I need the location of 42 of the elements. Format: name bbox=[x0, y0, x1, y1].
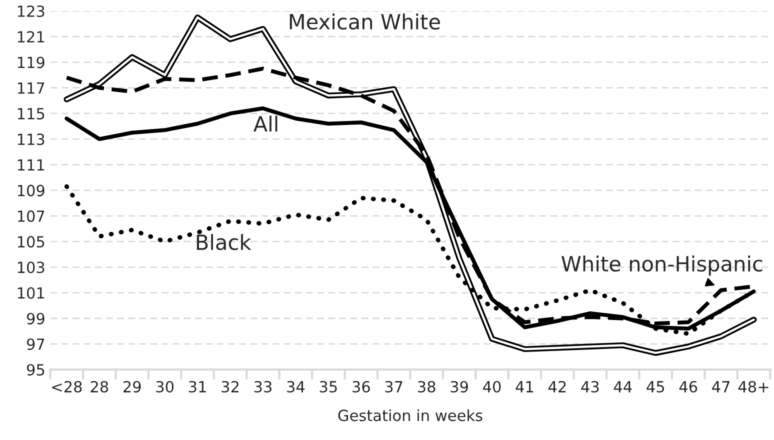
x-tick-label: 28 bbox=[90, 380, 108, 393]
x-tick-label: 29 bbox=[124, 380, 141, 393]
series-label: White non-Hispanic bbox=[562, 256, 762, 276]
x-tick-label: 32 bbox=[222, 380, 238, 393]
y-tick-label: 121 bbox=[18, 31, 44, 42]
x-tick-label: 35 bbox=[320, 380, 337, 393]
x-tick-label: 41 bbox=[516, 381, 534, 392]
y-tick-label: 115 bbox=[18, 108, 44, 120]
series-label: Mexican White bbox=[290, 13, 440, 30]
x-tick-label: 40 bbox=[483, 380, 501, 393]
x-tick-label: 36 bbox=[352, 380, 370, 393]
series-label: All bbox=[254, 116, 278, 132]
x-tick-label: 47 bbox=[712, 381, 730, 392]
y-tick-label: 111 bbox=[18, 159, 44, 170]
x-tick-label: 44 bbox=[614, 381, 632, 392]
x-tick-label: 37 bbox=[385, 380, 402, 393]
y-tick-label: 113 bbox=[18, 134, 44, 146]
x-tick-label: 42 bbox=[548, 380, 566, 392]
y-tick-label: 95 bbox=[26, 364, 44, 376]
x-tick-label: 48+ bbox=[738, 380, 768, 393]
y-tick-label: 103 bbox=[18, 262, 44, 274]
x-tick-label: 43 bbox=[581, 380, 599, 393]
x-tick-label: 33 bbox=[254, 380, 272, 393]
series-label: Black bbox=[196, 234, 252, 250]
y-tick-label: 107 bbox=[18, 210, 44, 222]
x-tick-label: 39 bbox=[450, 380, 468, 393]
x-tick-label: 30 bbox=[156, 380, 174, 393]
y-tick-label: 105 bbox=[18, 236, 44, 248]
x-tick-label: 45 bbox=[646, 381, 664, 393]
x-axis-title: Gestation in weeks bbox=[338, 409, 482, 422]
x-tick-label: 31 bbox=[188, 380, 206, 393]
x-tick-label: 46 bbox=[679, 380, 698, 393]
x-tick-label: 38 bbox=[418, 380, 436, 393]
x-tick-label: <28 bbox=[52, 380, 82, 393]
y-tick-label: 99 bbox=[26, 312, 44, 324]
y-tick-label: 109 bbox=[18, 184, 44, 196]
y-tick-label: 123 bbox=[18, 5, 44, 18]
x-tick-label: 34 bbox=[287, 380, 305, 393]
y-tick-label: 101 bbox=[18, 287, 44, 299]
y-tick-label: 117 bbox=[18, 82, 44, 94]
y-tick-label: 97 bbox=[26, 338, 44, 350]
y-tick-label: 119 bbox=[18, 56, 44, 68]
